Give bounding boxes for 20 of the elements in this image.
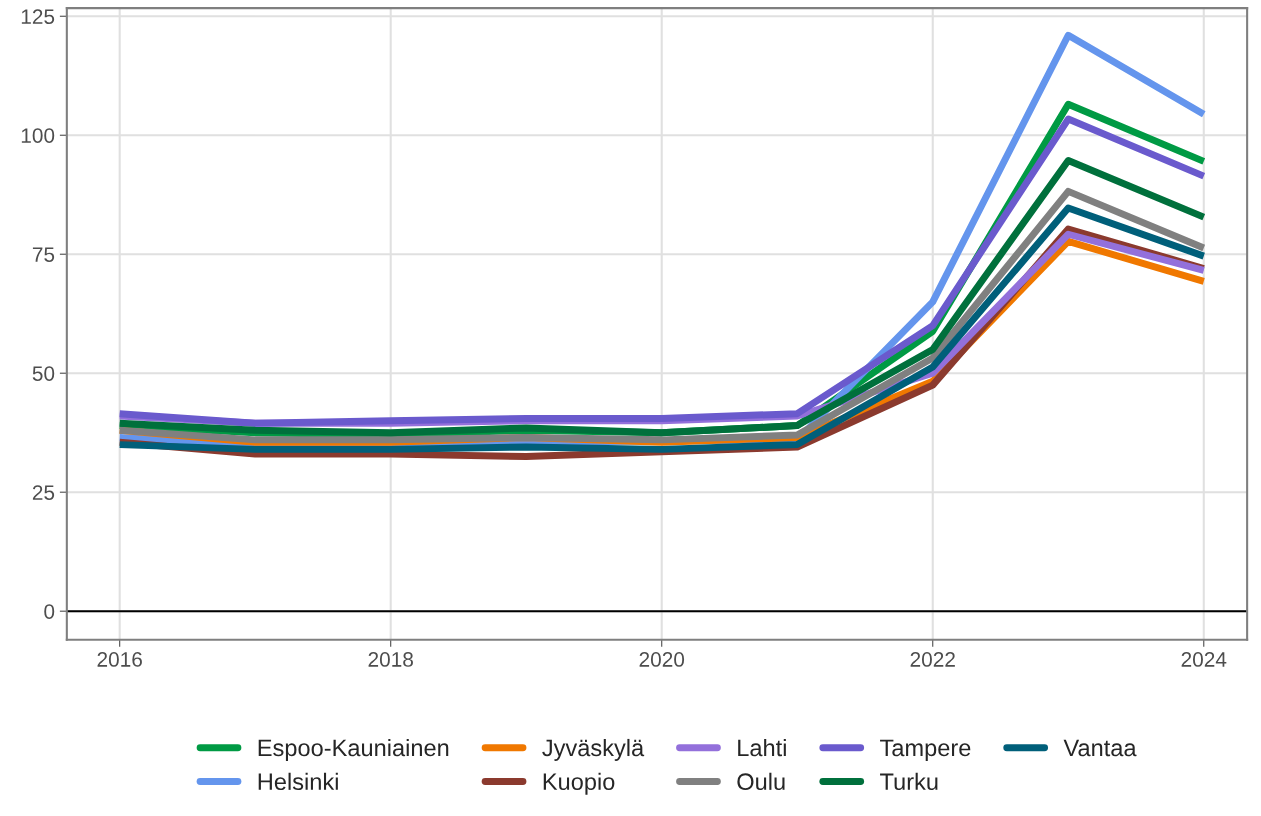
y-tick-label: 25 bbox=[32, 485, 55, 500]
legend-label: Espoo-Kauniainen bbox=[258, 738, 449, 761]
legend-label: Oulu bbox=[737, 772, 785, 791]
x-tick-label: 2024 bbox=[1181, 652, 1227, 667]
x-tick-label: 2016 bbox=[97, 652, 142, 667]
x-tick-label: 2018 bbox=[368, 652, 413, 667]
y-tick-label: 50 bbox=[32, 366, 55, 381]
legend-label: Tampere bbox=[880, 739, 971, 761]
legend-label: Kuopio bbox=[543, 772, 615, 795]
y-tick-label: 125 bbox=[21, 9, 55, 25]
x-tick-label: 2020 bbox=[639, 652, 685, 667]
legend-label: Turku bbox=[880, 772, 938, 791]
x-tick-label: 2022 bbox=[910, 652, 955, 667]
legend-label: Helsinki bbox=[258, 772, 338, 791]
legend-label: Lahti bbox=[738, 738, 786, 757]
y-tick-label: 100 bbox=[21, 128, 55, 143]
y-tick-label: 75 bbox=[32, 247, 55, 262]
legend-label: Vantaa bbox=[1063, 739, 1137, 757]
legend-label: Jyväskylä bbox=[542, 738, 645, 761]
y-tick-label: 0 bbox=[44, 604, 55, 619]
